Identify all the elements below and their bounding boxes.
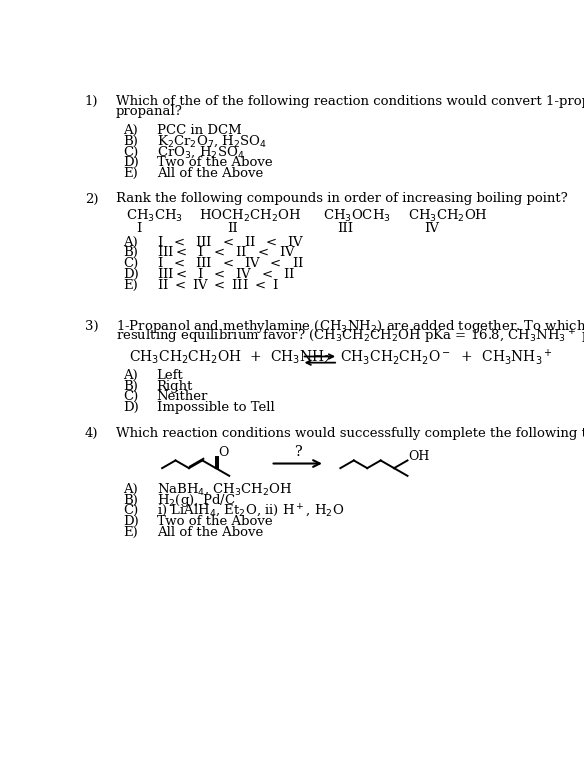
Text: Right: Right bbox=[157, 379, 193, 393]
Text: 4): 4) bbox=[85, 428, 98, 441]
Text: Two of the Above: Two of the Above bbox=[157, 515, 272, 528]
Text: C): C) bbox=[123, 145, 138, 158]
Text: D): D) bbox=[123, 515, 139, 528]
Text: IV: IV bbox=[424, 222, 439, 235]
Text: Rank the following compounds in order of increasing boiling point?: Rank the following compounds in order of… bbox=[116, 192, 568, 205]
Text: HOCH$_2$CH$_2$OH: HOCH$_2$CH$_2$OH bbox=[199, 207, 301, 223]
Text: K$_2$Cr$_2$O$_7$, H$_2$SO$_4$: K$_2$Cr$_2$O$_7$, H$_2$SO$_4$ bbox=[157, 133, 267, 149]
Text: D): D) bbox=[123, 268, 139, 281]
Text: O: O bbox=[218, 446, 228, 459]
Text: Impossible to Tell: Impossible to Tell bbox=[157, 401, 274, 414]
Text: B): B) bbox=[123, 494, 138, 506]
Text: C): C) bbox=[123, 504, 138, 517]
Text: H$_2$(g), Pd/C: H$_2$(g), Pd/C bbox=[157, 491, 235, 509]
Text: Which reaction conditions would successfully complete the following transformati: Which reaction conditions would successf… bbox=[116, 428, 584, 441]
Text: B): B) bbox=[123, 379, 138, 393]
Text: 1): 1) bbox=[85, 95, 98, 107]
Text: propanal?: propanal? bbox=[116, 105, 182, 119]
Text: B): B) bbox=[123, 246, 138, 260]
Text: Neither: Neither bbox=[157, 391, 208, 403]
Text: Two of the Above: Two of the Above bbox=[157, 156, 272, 170]
Text: D): D) bbox=[123, 156, 139, 170]
Text: Which of the of the following reaction conditions would convert 1-propanol into: Which of the of the following reaction c… bbox=[116, 95, 584, 107]
Text: I  $<$  III  $<$  II  $<$  IV: I $<$ III $<$ II $<$ IV bbox=[157, 235, 304, 248]
Text: II $<$ IV $<$ III $<$ I: II $<$ IV $<$ III $<$ I bbox=[157, 278, 279, 291]
Text: CH$_3$CH$_2$CH$_2$O$^-$  +  CH$_3$NH$_3$$^+$: CH$_3$CH$_2$CH$_2$O$^-$ + CH$_3$NH$_3$$^… bbox=[340, 347, 553, 367]
Text: CH$_3$OCH$_3$: CH$_3$OCH$_3$ bbox=[324, 207, 391, 223]
Text: 2): 2) bbox=[85, 192, 98, 205]
Text: I  $<$  III  $<$  IV  $<$  II: I $<$ III $<$ IV $<$ II bbox=[157, 256, 304, 270]
Text: E): E) bbox=[123, 167, 138, 180]
Text: i) LiAlH$_4$, Et$_2$O, ii) H$^+$, H$_2$O: i) LiAlH$_4$, Et$_2$O, ii) H$^+$, H$_2$O bbox=[157, 502, 344, 519]
Text: II: II bbox=[227, 222, 238, 235]
Text: I: I bbox=[137, 222, 142, 235]
Text: C): C) bbox=[123, 257, 138, 270]
Text: NaBH$_4$, CH$_3$CH$_2$OH: NaBH$_4$, CH$_3$CH$_2$OH bbox=[157, 481, 292, 497]
Text: CH$_3$CH$_2$CH$_2$OH  +  CH$_3$NH$_2$: CH$_3$CH$_2$CH$_2$OH + CH$_3$NH$_2$ bbox=[129, 349, 331, 366]
Text: 1-Propanol and methylamine (CH$_3$NH$_2$) are added together. To which side will: 1-Propanol and methylamine (CH$_3$NH$_2$… bbox=[116, 317, 584, 335]
Text: CH$_3$CH$_2$OH: CH$_3$CH$_2$OH bbox=[408, 207, 488, 223]
Text: CrO$_3$, H$_2$SO$_4$: CrO$_3$, H$_2$SO$_4$ bbox=[157, 145, 244, 160]
Text: D): D) bbox=[123, 401, 139, 414]
Text: III: III bbox=[338, 222, 353, 235]
Text: III$<$  I  $<$  IV  $<$  II: III$<$ I $<$ IV $<$ II bbox=[157, 267, 295, 281]
Text: A): A) bbox=[123, 235, 138, 248]
Text: All of the Above: All of the Above bbox=[157, 526, 263, 539]
Text: PCC in DCM: PCC in DCM bbox=[157, 124, 241, 137]
Text: Left: Left bbox=[157, 369, 183, 382]
Text: OH: OH bbox=[408, 450, 430, 463]
Text: A): A) bbox=[123, 369, 138, 382]
Text: 3): 3) bbox=[85, 319, 98, 332]
Text: ?: ? bbox=[294, 445, 301, 459]
Text: E): E) bbox=[123, 279, 138, 291]
Text: E): E) bbox=[123, 526, 138, 539]
Text: III$<$  I  $<$  II  $<$  IV: III$<$ I $<$ II $<$ IV bbox=[157, 245, 296, 260]
Text: All of the Above: All of the Above bbox=[157, 167, 263, 180]
Text: B): B) bbox=[123, 135, 138, 148]
Text: A): A) bbox=[123, 124, 138, 137]
Text: A): A) bbox=[123, 483, 138, 496]
Text: CH$_3$CH$_3$: CH$_3$CH$_3$ bbox=[126, 207, 183, 223]
Text: C): C) bbox=[123, 391, 138, 403]
Text: resulting equilibrium favor? (CH$_3$CH$_2$CH$_2$OH pKa = 16.8, CH$_3$NH$_3$$^+$ : resulting equilibrium favor? (CH$_3$CH$_… bbox=[116, 328, 584, 346]
